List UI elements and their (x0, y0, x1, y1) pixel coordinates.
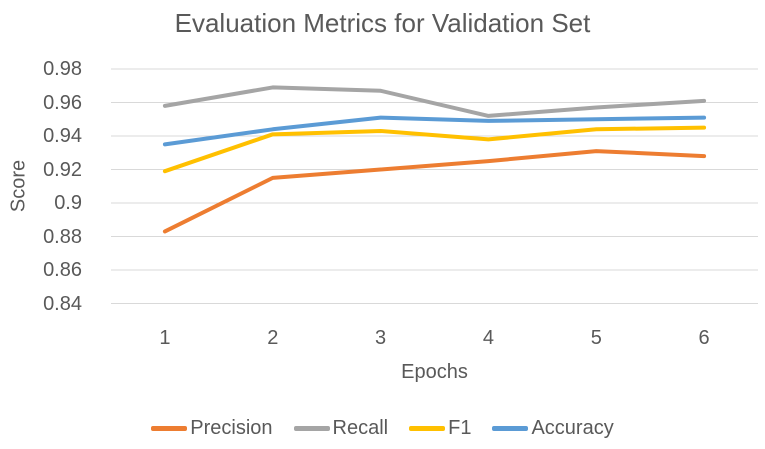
y-tick-label: 0.96 (43, 91, 82, 114)
series-line-f1 (162, 125, 707, 174)
y-tick-label: 0.98 (43, 58, 82, 80)
legend-label: Recall (332, 417, 389, 439)
y-tick-label: 0.94 (43, 125, 82, 147)
legend-line-swatch (293, 426, 330, 431)
legend: Precision Recall F1 Accuracy (0, 417, 765, 440)
x-tick-label: 1 (159, 327, 171, 349)
y-tick-label: 0.88 (43, 225, 82, 248)
series-line-precision (162, 149, 707, 234)
chart-title: Evaluation Metrics for Validation Set (174, 8, 591, 38)
legend-item-precision: Precision (151, 417, 273, 440)
legend-line-swatch (151, 426, 188, 431)
y-tick-label: 0.9 (54, 192, 82, 214)
legend-item-f1: F1 (409, 417, 471, 440)
x-tick-label: 4 (482, 327, 494, 349)
x-tick-label: 5 (590, 327, 602, 349)
x-axis-title: Epochs (401, 361, 468, 383)
legend-line-swatch (409, 426, 446, 431)
x-tick-label: 3 (375, 327, 387, 349)
y-tick-label: 0.84 (43, 292, 82, 315)
legend-item-recall: Recall (293, 417, 389, 440)
legend-item-accuracy: Accuracy (492, 417, 614, 440)
x-tick-label: 6 (698, 327, 710, 349)
series-line-accuracy (162, 115, 707, 147)
legend-line-swatch (492, 426, 529, 431)
legend-label: Precision (190, 417, 273, 439)
y-axis-title: Score (7, 159, 30, 213)
series-line-recall (162, 85, 707, 118)
legend-label: Accuracy (531, 417, 614, 439)
y-tick-label: 0.86 (43, 259, 82, 281)
legend-label: F1 (448, 417, 472, 439)
x-tick-label: 2 (267, 327, 279, 349)
y-tick-label: 0.92 (43, 158, 82, 181)
